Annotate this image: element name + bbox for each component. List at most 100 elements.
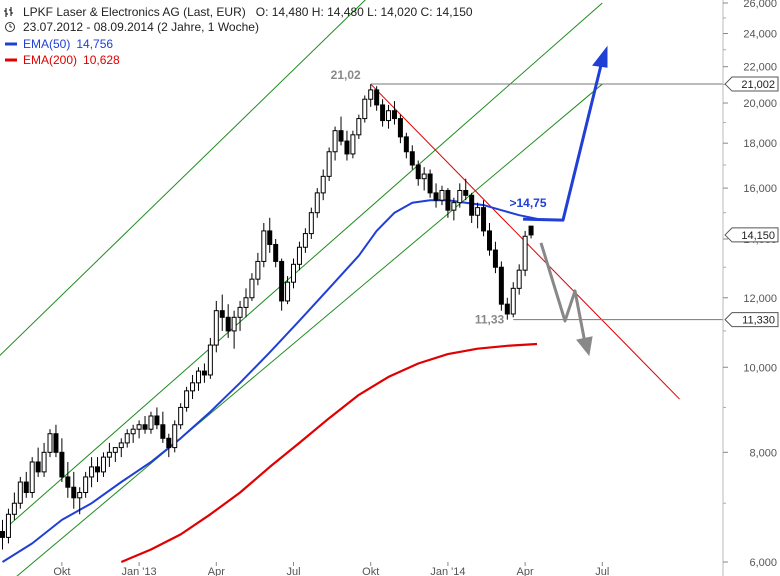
high-price-tag: 21,002 (724, 76, 779, 92)
clock-icon (5, 22, 15, 32)
ema50-label: EMA(50) (23, 37, 70, 51)
candle-body (71, 486, 77, 499)
y-tick-label: 16,000 (743, 183, 777, 195)
chart-title: LPKF Laser & Electronics AG (Last, EUR) (23, 5, 246, 19)
ema200-value: 10,628 (83, 53, 120, 67)
candle-body (35, 461, 41, 473)
candle-body (124, 433, 130, 444)
candle-body (433, 192, 439, 201)
candle-body (172, 424, 178, 449)
candle-body (213, 310, 219, 346)
high-price-tag-text: 21,002 (741, 79, 775, 91)
candle-body (338, 130, 344, 142)
ema50-value: 14,756 (76, 37, 113, 51)
candle-body (326, 151, 332, 177)
last-price-tag: 14,150 (724, 227, 779, 243)
low-price-tag: 11,330 (724, 312, 779, 328)
bearish-arrow-line (539, 242, 587, 344)
candle-body (77, 491, 83, 499)
candle-body (106, 451, 112, 458)
candle-body (486, 230, 492, 251)
candle-body (302, 233, 308, 248)
candle-body (23, 481, 29, 493)
candle-body (29, 461, 35, 493)
candle-body (154, 415, 160, 426)
high-label: 21,02 (331, 68, 361, 82)
logo-icon (4, 7, 13, 17)
candle-body (510, 287, 516, 315)
breakout-label: >14,75 (509, 196, 546, 210)
candle-body (0, 530, 5, 538)
y-tick-label: 6,000 (749, 557, 777, 569)
candle-body (178, 406, 184, 426)
last-price-tag-box (724, 227, 779, 243)
candle-body (219, 310, 225, 318)
candle-body (427, 173, 433, 194)
trend-line-channel-lower (16, 83, 603, 576)
x-tick-label: Jul (286, 566, 300, 576)
candle-body (5, 513, 11, 538)
candle-body (59, 451, 65, 478)
candle-body (136, 424, 142, 430)
candle-body (344, 140, 350, 155)
y-tick-label: 20,000 (743, 98, 777, 110)
candle-body (195, 370, 201, 384)
candle-body (504, 303, 510, 315)
candle-body (451, 202, 457, 211)
candles (0, 84, 534, 550)
y-tick-label: 12,000 (743, 293, 777, 305)
candle-body (47, 433, 53, 453)
candle-body (11, 502, 17, 515)
x-tick-label: Jan '13 (122, 566, 157, 576)
x-tick-label: Jan '14 (430, 566, 465, 576)
candle-body (308, 212, 314, 235)
candle-body (100, 456, 106, 473)
y-tick-label: 22,000 (743, 62, 777, 74)
candle-body (516, 269, 522, 289)
candle-body (457, 189, 463, 204)
candle-body (53, 433, 59, 453)
candle-body (397, 118, 403, 138)
x-tick-label: Okt (362, 566, 379, 576)
candle-body (95, 466, 101, 473)
candle-body (469, 194, 475, 216)
candle-body (403, 136, 409, 153)
y-tick-label: 10,000 (743, 362, 777, 374)
candle-body (463, 189, 469, 196)
candle-body (386, 110, 392, 122)
candle-body (481, 207, 487, 232)
candle-body (273, 243, 279, 262)
candle-body (190, 382, 196, 392)
legend: LPKF Laser & Electronics AG (Last, EUR) O… (4, 5, 473, 67)
low-price-tag-text: 11,330 (742, 315, 775, 327)
ema200-line (120, 342, 538, 564)
y-tick-label: 24,000 (743, 29, 777, 41)
candle-body (89, 466, 95, 478)
svg-text:EMA(200)10,628: EMA(200) 10,628 (23, 53, 120, 67)
candle-body (332, 130, 338, 153)
trend-lines (0, 0, 680, 576)
candle-body (65, 476, 71, 488)
candle-body (261, 230, 267, 262)
candle-body (415, 164, 421, 180)
candle-body (350, 134, 356, 155)
candle-body (296, 246, 302, 265)
candle-body (166, 437, 172, 449)
candle-body (445, 189, 451, 211)
candle-body (285, 281, 291, 302)
candle-body (439, 189, 445, 201)
candle-body (249, 278, 255, 299)
ema-lines (1, 199, 538, 564)
last-price-tag-text: 14,150 (741, 230, 775, 242)
ohlc-text: O: 14,480 H: 14,480 L: 14,020 C: 14,150 (256, 5, 473, 19)
axes: 26,00024,00022,00020,00018,00016,00014,0… (53, 0, 779, 576)
low-price-tag-box (724, 312, 779, 328)
candle-body (374, 89, 380, 106)
candle-body (380, 104, 386, 122)
x-tick-label: Jul (595, 566, 609, 576)
ema50-line (1, 199, 538, 563)
date-range: 23.07.2012 - 08.09.2014 (2 Jahre, 1 Woch… (23, 20, 259, 34)
candle-body (279, 260, 285, 302)
candle-body (409, 151, 415, 166)
